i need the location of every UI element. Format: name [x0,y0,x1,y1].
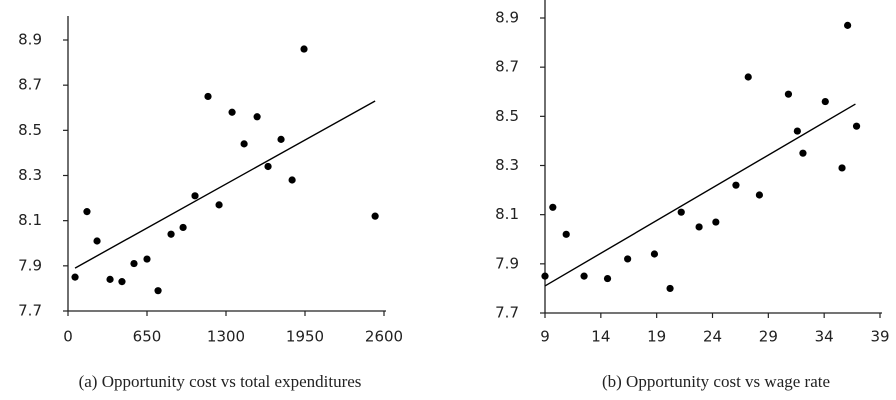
caption: (a) Opportunity cost vs total expenditur… [79,372,362,391]
y-tick-label: 8.1 [495,205,519,223]
point [793,127,801,135]
point [288,176,296,184]
point [580,272,588,280]
point [712,218,720,226]
y-tick-label: 7.9 [495,254,519,272]
point [300,45,308,53]
y-tick-label: 8.3 [18,166,42,184]
x-tick-label: 34 [815,328,834,346]
point [93,237,101,245]
y-tick-label: 8.9 [18,31,42,49]
point [228,108,236,116]
x-tick-label: 1300 [207,328,245,346]
point [603,274,612,283]
point [666,284,674,293]
point [844,21,852,29]
point [167,230,175,238]
x-tick-label: 19 [647,328,666,346]
point [83,208,91,216]
point [106,275,114,283]
point [240,140,248,148]
point [264,162,272,171]
point [838,164,846,172]
y-tick-label: 8.5 [18,121,42,139]
point [204,92,212,101]
point [755,191,764,199]
point [130,259,138,268]
y-tick-label: 7.7 [18,302,42,320]
x-tick-label: 2600 [365,328,403,346]
point [118,278,126,286]
point [695,223,703,231]
x-tick-label: 9 [540,328,550,346]
point [215,201,223,209]
trend-line [74,100,376,269]
y-tick-label: 8.9 [495,9,519,27]
x-tick-label: 14 [591,328,610,346]
point [562,230,570,238]
y-tick-label: 8.5 [495,107,519,125]
y-tick-label: 8.7 [495,58,519,76]
point [650,250,659,258]
y-tick-label: 8.3 [495,156,519,174]
point [744,73,752,81]
point [541,272,549,280]
point [549,203,557,211]
point [179,223,187,232]
point [71,273,79,281]
point [191,192,199,200]
y-tick-label: 8.1 [18,211,42,229]
x-tick-label: 1950 [286,328,324,346]
point [799,149,807,157]
point [732,181,740,189]
caption: (b) Opportunity cost vs wage rate [602,372,830,391]
point [154,287,162,295]
point [784,90,793,98]
point [277,135,285,143]
y-tick-label: 7.9 [18,256,42,274]
point [852,122,861,130]
x-tick-label: 29 [759,328,778,346]
x-tick-label: 24 [703,328,722,346]
point [624,255,632,263]
x-tick-label: 39 [870,328,889,346]
x-tick-label: 650 [133,328,162,346]
point [143,255,151,263]
point [677,208,685,216]
x-tick-label: 0 [63,328,73,346]
trend-line [544,103,856,287]
point [253,113,261,121]
point [821,97,829,106]
point [371,212,379,220]
y-tick-label: 7.7 [495,304,519,322]
y-tick-label: 8.7 [18,76,42,94]
